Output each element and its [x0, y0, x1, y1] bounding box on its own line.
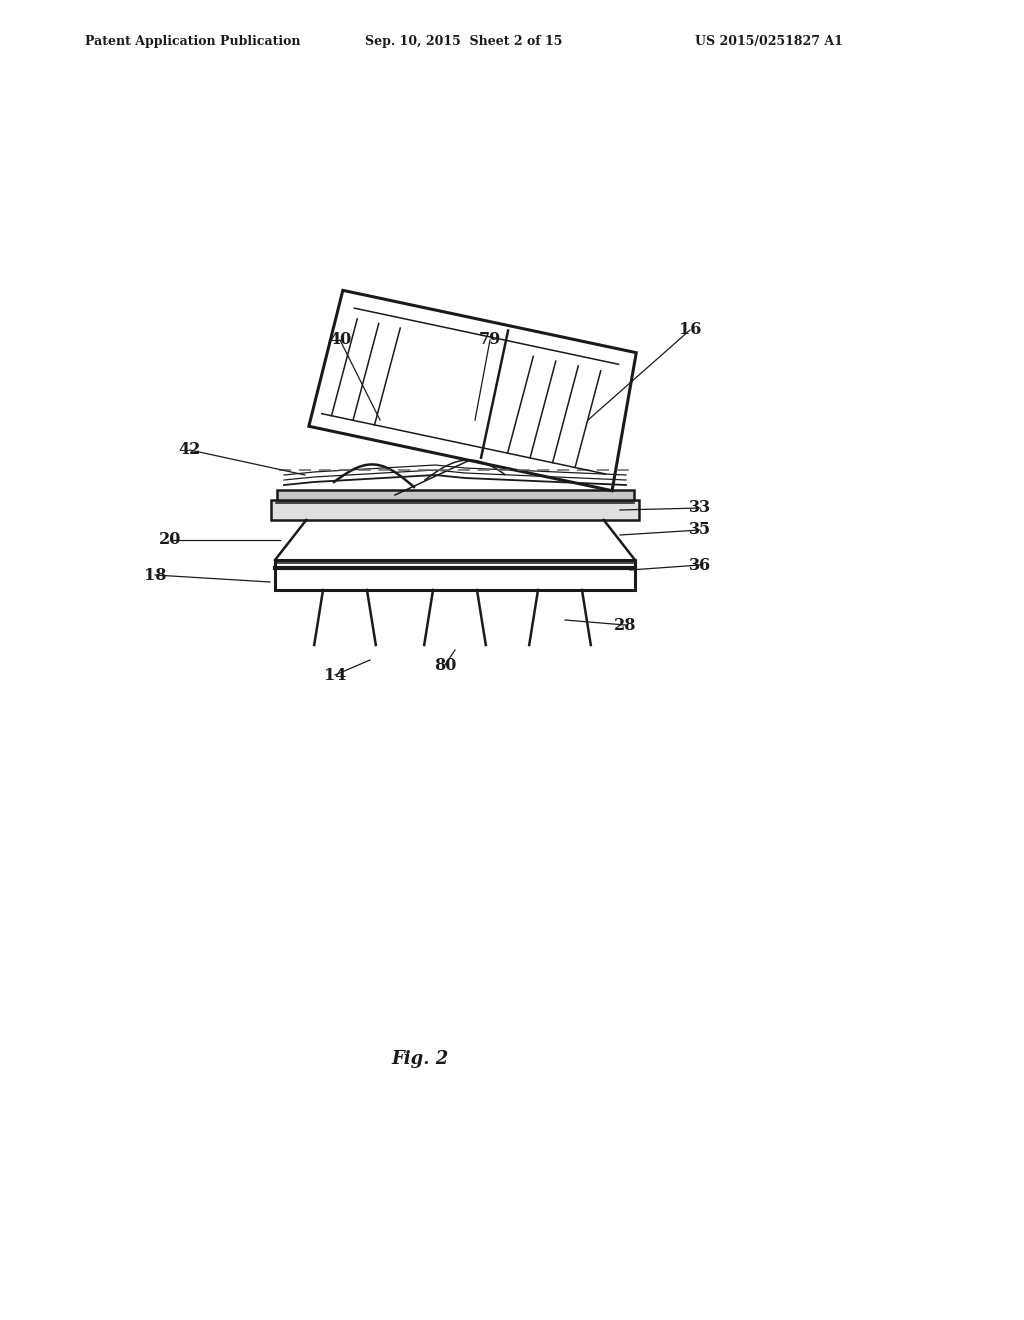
Text: 79: 79	[479, 331, 501, 348]
Text: 14: 14	[324, 667, 346, 684]
Text: 35: 35	[689, 521, 711, 539]
Text: 36: 36	[689, 557, 711, 573]
Text: Patent Application Publication: Patent Application Publication	[85, 36, 300, 48]
Polygon shape	[309, 290, 636, 491]
Polygon shape	[275, 560, 635, 590]
Text: Fig. 2: Fig. 2	[391, 1049, 449, 1068]
Text: Sep. 10, 2015  Sheet 2 of 15: Sep. 10, 2015 Sheet 2 of 15	[365, 36, 562, 48]
Text: 40: 40	[329, 331, 351, 348]
Polygon shape	[276, 490, 634, 500]
Text: 20: 20	[159, 532, 181, 549]
Text: 18: 18	[143, 566, 166, 583]
Text: 16: 16	[679, 322, 701, 338]
Text: 80: 80	[434, 656, 456, 673]
Text: 33: 33	[689, 499, 711, 516]
Polygon shape	[271, 500, 639, 520]
Text: US 2015/0251827 A1: US 2015/0251827 A1	[695, 36, 843, 48]
Text: 28: 28	[613, 616, 636, 634]
Text: 42: 42	[179, 441, 201, 458]
